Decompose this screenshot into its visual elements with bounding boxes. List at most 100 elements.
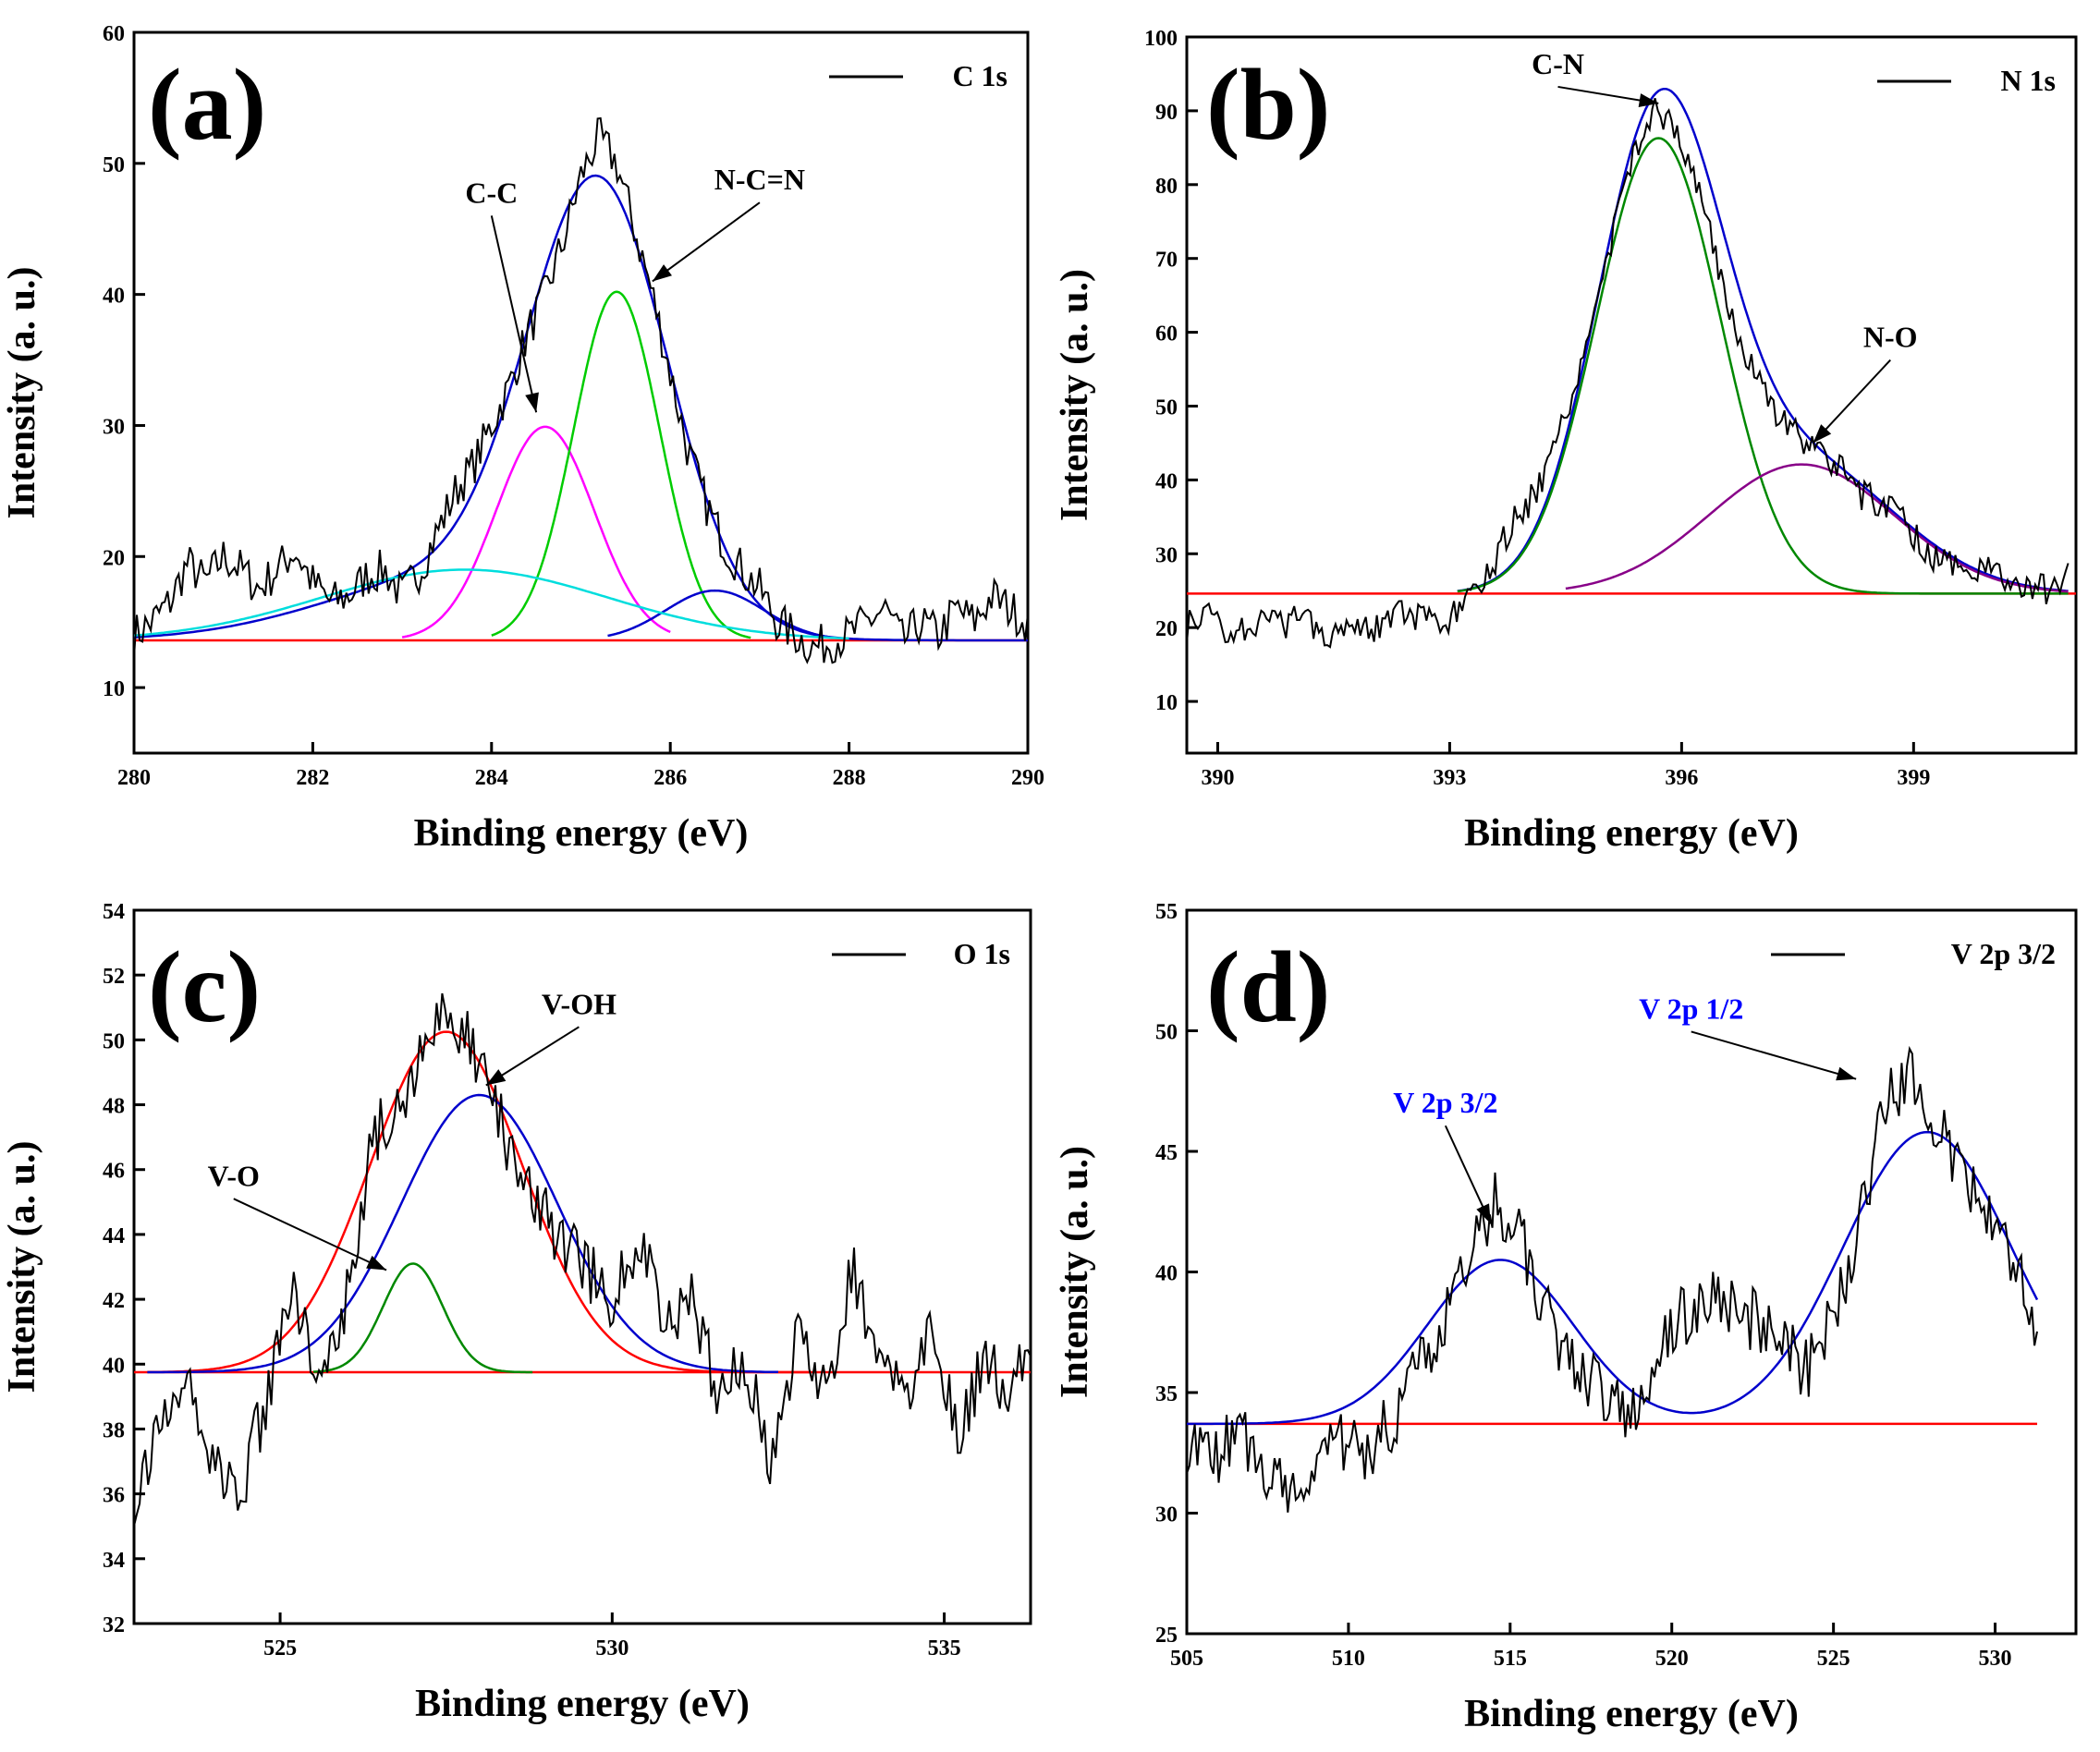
- annotation-arrow-head: [366, 1255, 387, 1271]
- annotation-arrow-line: [233, 1198, 387, 1271]
- fit-curve-broad: [134, 568, 849, 640]
- y-tick-label: 55: [1155, 900, 1178, 924]
- y-tick-label: 30: [1155, 543, 1178, 567]
- x-tick-label: 280: [117, 766, 151, 790]
- annotation-arrow-head: [1638, 93, 1659, 107]
- panel-d: 505 510 515 520 525 530 25 30 35 40 45 50 55 Binding …: [1054, 900, 2078, 1735]
- plot-area: [134, 116, 1028, 664]
- y-axis-title: Intensity (a. u.): [1, 266, 43, 518]
- x-tick-label: 288: [833, 766, 866, 790]
- y-tick-label: 48: [103, 1095, 125, 1119]
- y-tick-label: 54: [103, 900, 125, 924]
- y-tick-label: 30: [1155, 1503, 1178, 1527]
- fit-curve-high-energy: [607, 589, 832, 639]
- y-tick-label: 32: [103, 1613, 125, 1637]
- panel-label: (b): [1206, 48, 1330, 161]
- annotation-arrow-head: [1813, 424, 1832, 444]
- y-tick-label: 52: [103, 965, 125, 989]
- fit-curve-n-o: [1565, 463, 2069, 593]
- panel-label: (a): [148, 48, 266, 161]
- y-axis-title: Intensity (a. u.): [1054, 269, 1096, 521]
- fit-curve-envelope: [147, 1030, 812, 1374]
- y-tick-label: 20: [103, 546, 125, 570]
- annotation-label: C-C: [465, 176, 518, 209]
- y-tick-label: 100: [1144, 27, 1178, 51]
- x-tick-label: 510: [1332, 1647, 1365, 1671]
- y-tick-label: 36: [103, 1484, 125, 1508]
- y-tick-label: 40: [103, 285, 125, 309]
- annotation-arrow-line: [652, 201, 761, 283]
- y-tick-label: 20: [1155, 617, 1178, 641]
- y-tick-label: 50: [1155, 1021, 1178, 1045]
- annotation-label: V-O: [208, 1159, 260, 1192]
- fit-curve-n-c-n: [491, 290, 751, 639]
- x-tick-label: 515: [1494, 1647, 1527, 1671]
- y-axis-title: Intensity (a. u.): [1054, 1146, 1096, 1398]
- y-tick-label: 10: [103, 677, 125, 701]
- y-tick-label: 70: [1155, 249, 1178, 273]
- y-tick-label: 10: [1155, 691, 1178, 715]
- y-tick-label: 44: [103, 1224, 125, 1248]
- annotation-label: C-N: [1532, 47, 1584, 80]
- annotation-arrow-head: [1476, 1203, 1491, 1224]
- fit-curve-envelope: [1187, 1130, 2039, 1426]
- fit-curve-envelope: [1457, 87, 2069, 592]
- y-tick-label: 42: [103, 1289, 125, 1313]
- y-tick-label: 35: [1155, 1382, 1178, 1406]
- annotation-label: V 2p 3/2: [1393, 1086, 1497, 1119]
- y-tick-label: 40: [103, 1354, 125, 1378]
- plot-area: [1187, 1045, 2039, 1513]
- fit-curve-v-oh: [147, 1093, 778, 1374]
- x-tick-label: 286: [653, 766, 687, 790]
- panel-label: (c): [148, 931, 261, 1043]
- x-axis-title: Binding energy (eV): [1464, 1693, 1799, 1735]
- raw-data-line: [134, 116, 1028, 664]
- raw-data-line: [1187, 98, 2069, 649]
- y-tick-label: 34: [103, 1549, 125, 1573]
- plot-frame: [132, 908, 1032, 1625]
- y-tick-label: 25: [1155, 1624, 1178, 1648]
- fit-curve-v-o: [312, 1262, 533, 1374]
- panel-a: 280 282 284 286 288 290 10 20 30 40 50 60 Binding en…: [1, 22, 1044, 855]
- y-tick-label: 40: [1155, 469, 1178, 493]
- annotation-label: N-C=N: [714, 163, 805, 196]
- raw-data-line: [1187, 1045, 2038, 1513]
- annotation-arrow-line: [1691, 1030, 1857, 1080]
- annotation-arrow-head: [525, 392, 539, 413]
- y-tick-label: 46: [103, 1160, 125, 1184]
- x-tick-label: 505: [1170, 1647, 1203, 1671]
- y-tick-label: 40: [1155, 1262, 1178, 1286]
- y-tick-label: 30: [103, 415, 125, 439]
- legend-label: N 1s: [2000, 64, 2056, 97]
- y-tick-label: 50: [103, 153, 125, 177]
- fit-curve-c-c: [401, 425, 671, 639]
- y-tick-label: 50: [103, 1029, 125, 1053]
- annotation-arrow-head: [1836, 1066, 1857, 1081]
- legend-label: O 1s: [954, 937, 1010, 970]
- x-tick-label: 535: [928, 1636, 961, 1661]
- y-tick-label: 60: [1155, 322, 1178, 347]
- fit-curve-envelope: [134, 174, 1028, 642]
- plot-frame: [132, 30, 1030, 755]
- x-tick-label: 530: [1979, 1647, 2012, 1671]
- y-axis-title: Intensity (a. u.): [1, 1140, 43, 1393]
- x-tick-label: 530: [595, 1636, 629, 1661]
- plot-area: [134, 992, 1031, 1527]
- x-axis-title: Binding energy (eV): [415, 1683, 750, 1725]
- y-tick-label: 60: [103, 22, 125, 46]
- panel-c: 525 530 535 32 34 36 38 40 42 44 46 48 50 52 54 Binding…: [1, 900, 1032, 1725]
- x-tick-label: 525: [263, 1636, 297, 1661]
- plot-area: [1187, 87, 2076, 649]
- legend-label: C 1s: [952, 59, 1007, 92]
- x-tick-label: 396: [1665, 766, 1698, 790]
- x-axis-title: Binding energy (eV): [1464, 812, 1799, 855]
- annotation-arrow-head: [652, 264, 672, 282]
- annotation-label: V-OH: [542, 987, 617, 1020]
- y-tick-label: 90: [1155, 101, 1178, 125]
- x-tick-label: 399: [1897, 766, 1930, 790]
- x-tick-label: 284: [475, 766, 508, 790]
- panel-label: (d): [1206, 931, 1330, 1043]
- plot-frame: [1185, 35, 2078, 755]
- annotation-arrow-head: [485, 1069, 507, 1086]
